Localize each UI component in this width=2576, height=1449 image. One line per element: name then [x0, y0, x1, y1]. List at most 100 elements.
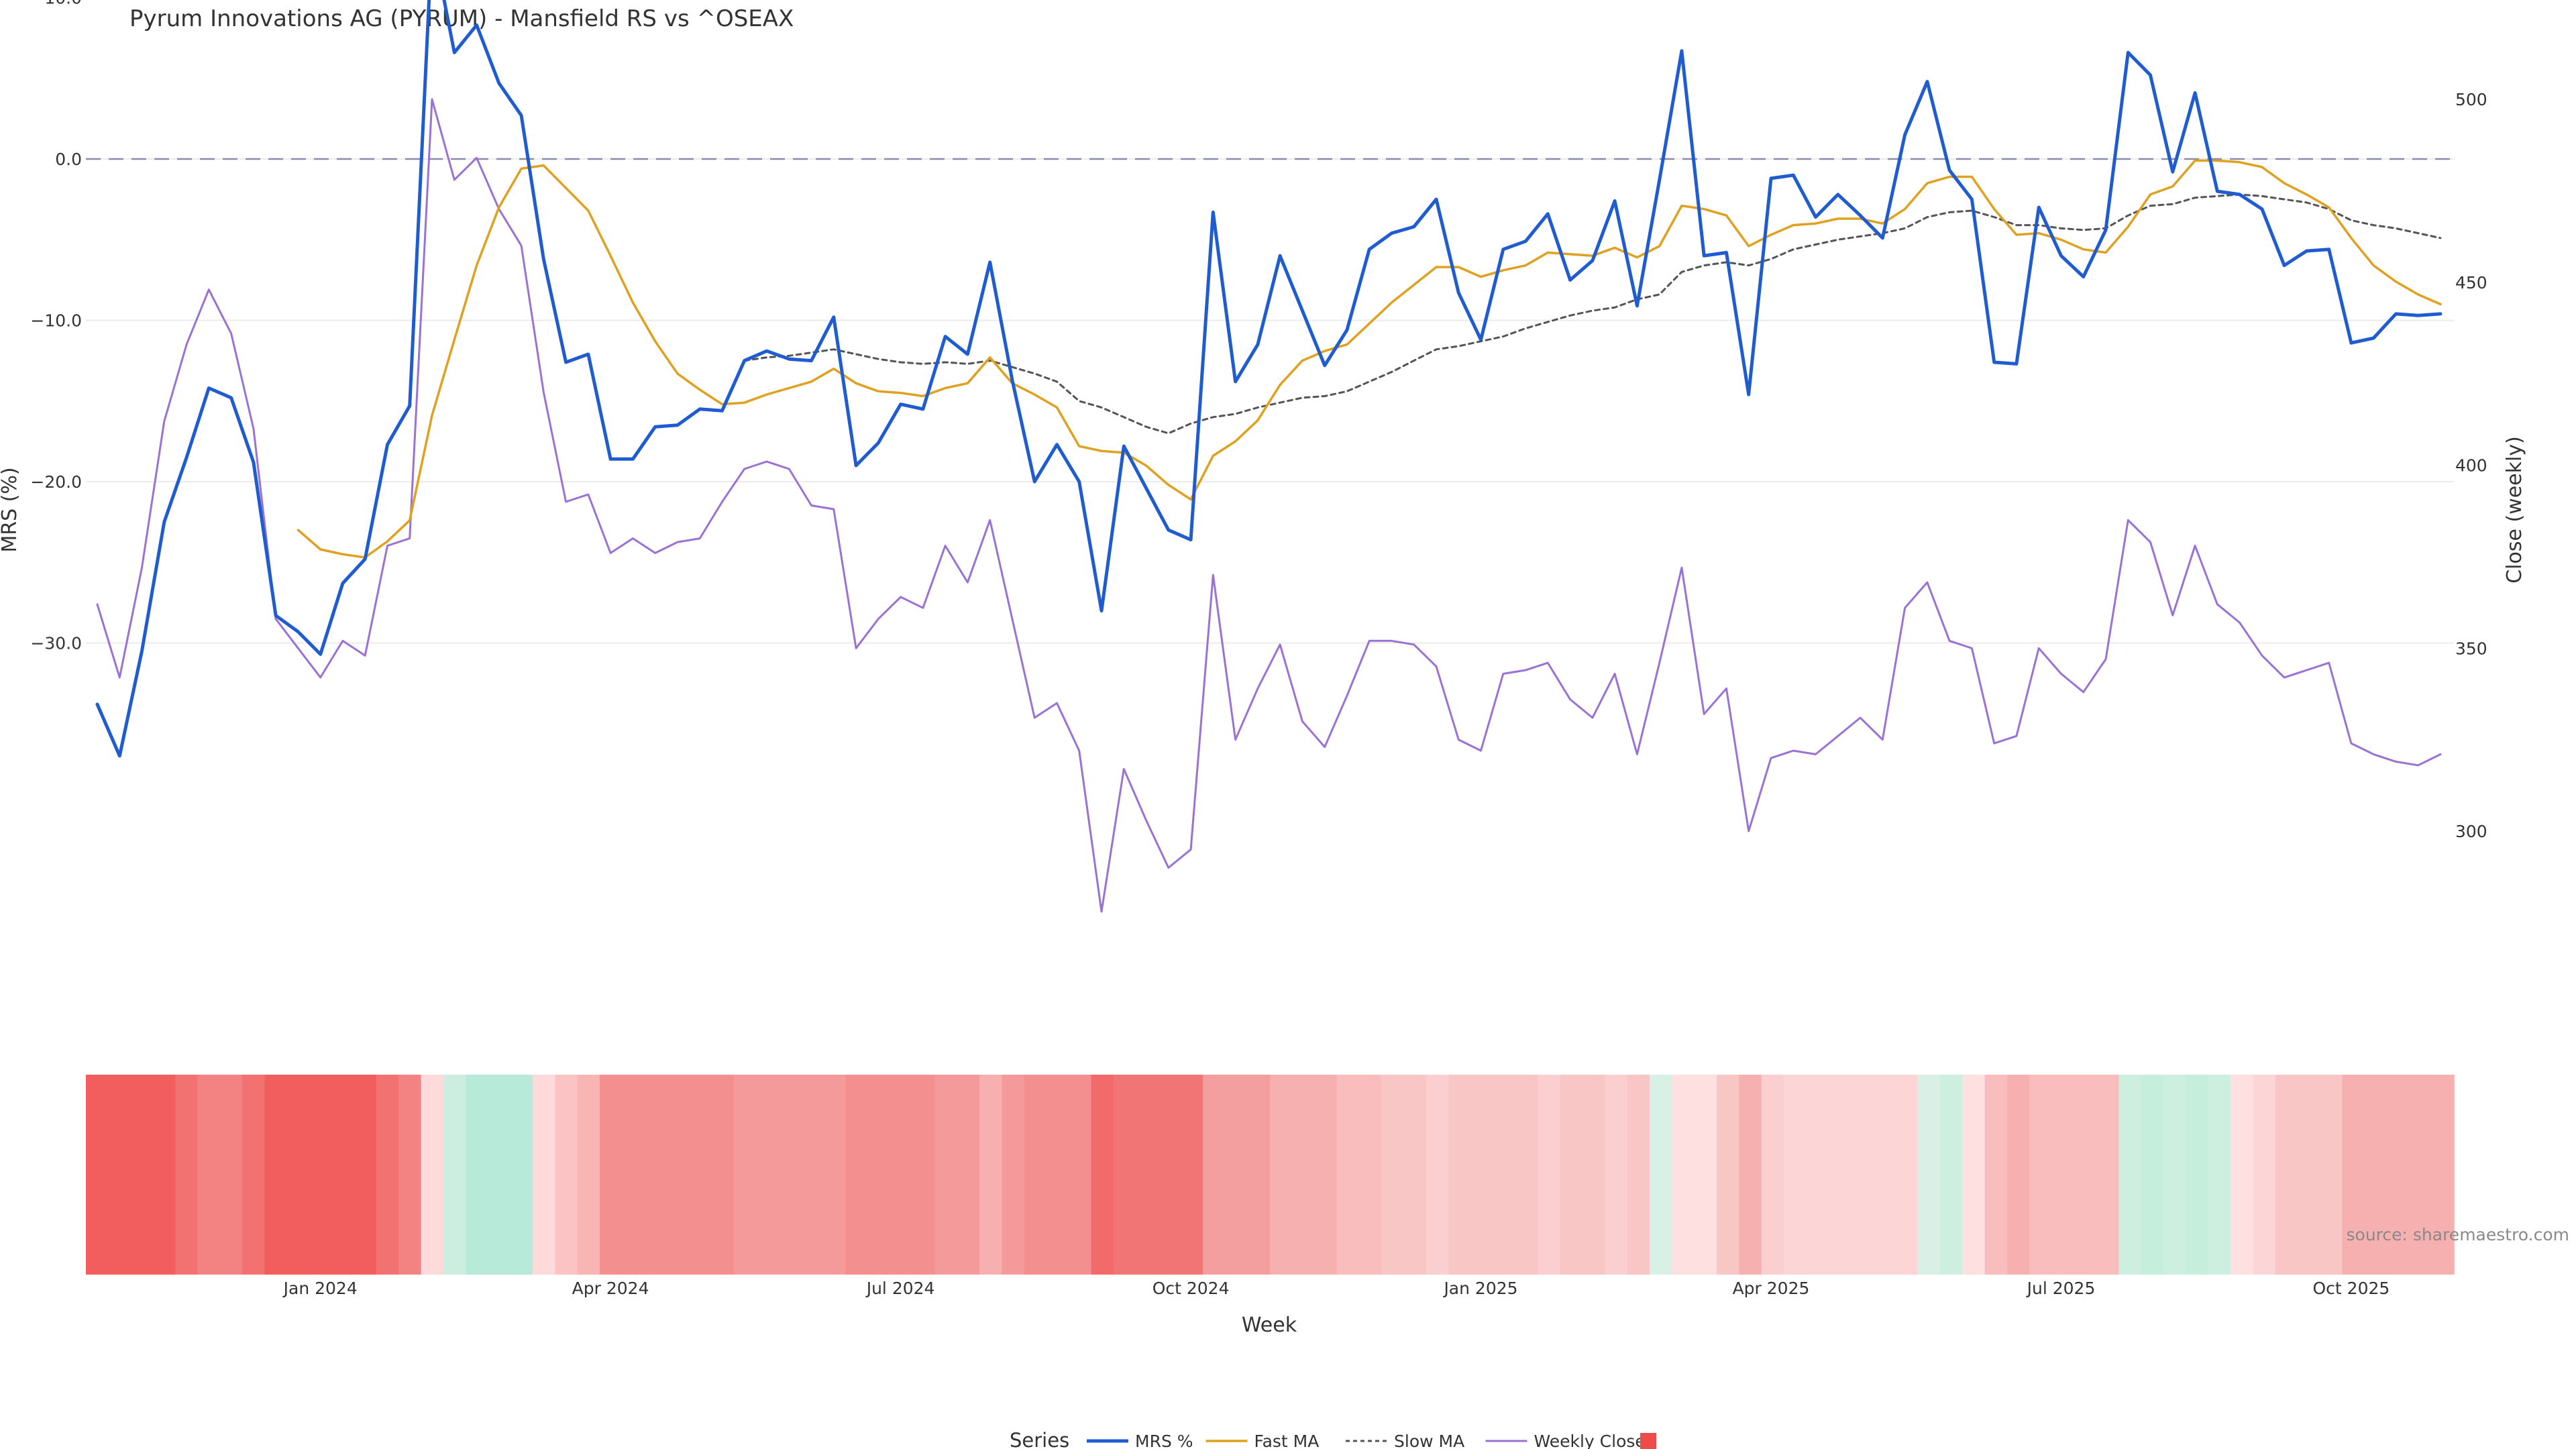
strip-cell — [822, 1075, 847, 1275]
strip-cell — [1448, 1075, 1472, 1275]
strip-cell — [130, 1075, 154, 1275]
strip-cell — [242, 1075, 266, 1275]
strip-cell — [800, 1075, 824, 1275]
strip-cell — [1783, 1075, 1807, 1275]
strip-cell — [533, 1075, 556, 1275]
strip-cell — [2208, 1075, 2231, 1275]
strip-cell — [689, 1075, 712, 1275]
strip-cell — [1761, 1075, 1784, 1275]
strip-cell — [286, 1075, 310, 1275]
right-axis-ticks: 500 450 400 350 300 — [2455, 90, 2487, 841]
strip-cell — [733, 1075, 757, 1275]
legend-weekly-close-label: Weekly Close — [1534, 1432, 1646, 1449]
y-axis-left-label: MRS (%) — [0, 467, 21, 552]
strip-cell — [466, 1075, 489, 1275]
y-left-tick-label: −30.0 — [30, 634, 82, 653]
strip-cell — [666, 1075, 690, 1275]
y-right-tick-label: 400 — [2455, 456, 2487, 476]
strip-cell — [1694, 1075, 1717, 1275]
strip-cell — [867, 1075, 891, 1275]
strip-cell — [1806, 1075, 1829, 1275]
strip-cell — [1672, 1075, 1695, 1275]
strip-cell — [2074, 1075, 2097, 1275]
strip-cell — [152, 1075, 176, 1275]
strip-cell — [979, 1075, 1003, 1275]
strip-cell — [1895, 1075, 1919, 1275]
strip-cell — [2297, 1075, 2320, 1275]
strip-cell — [2275, 1075, 2298, 1275]
strip-cell — [1560, 1075, 1584, 1275]
strip-cell — [890, 1075, 913, 1275]
strip-cell — [1046, 1075, 1070, 1275]
strip-cell — [1538, 1075, 1561, 1275]
y-right-tick-label: 350 — [2455, 639, 2487, 658]
strip-cell — [1002, 1075, 1025, 1275]
legend-items: MRS % Fast MA Slow MA Weekly Close — [1087, 1432, 1656, 1449]
strip-cell — [1336, 1075, 1360, 1275]
strip-cell — [1828, 1075, 1851, 1275]
strip-cell — [354, 1075, 377, 1275]
x-tick-label: Oct 2025 — [2313, 1279, 2390, 1298]
strip-cell — [1426, 1075, 1450, 1275]
strip-cell — [2431, 1075, 2455, 1275]
strip-cell — [778, 1075, 802, 1275]
strip-cell — [1180, 1075, 1203, 1275]
strip-cell — [1917, 1075, 1941, 1275]
x-axis-ticks: Jan 2024 Apr 2024 Jul 2024 Oct 2024 Jan 2025… — [282, 1279, 2390, 1298]
strip-cell — [1470, 1075, 1494, 1275]
y-right-tick-label: 500 — [2455, 90, 2487, 109]
strip-cell — [1069, 1075, 1092, 1275]
strip-cell — [599, 1075, 623, 1275]
x-tick-label: Jan 2025 — [1442, 1279, 1517, 1298]
strip-cell — [2029, 1075, 2053, 1275]
x-tick-label: Apr 2025 — [1733, 1279, 1810, 1298]
legend-mrs-label: MRS % — [1135, 1432, 1193, 1449]
strip-cell — [1292, 1075, 1316, 1275]
strip-cell — [376, 1075, 400, 1275]
strip-cell — [2253, 1075, 2276, 1275]
series-lines — [95, 0, 2443, 913]
strip-cell — [175, 1075, 199, 1275]
source-note: source: sharemaestro.com — [2347, 1225, 2570, 1244]
strip-cell — [2230, 1075, 2254, 1275]
legend-fast-ma-label: Fast MA — [1254, 1432, 1320, 1449]
strip-cell — [1381, 1075, 1405, 1275]
strip-cell — [1158, 1075, 1181, 1275]
x-tick-label: Jan 2024 — [282, 1279, 358, 1298]
strip-cell — [421, 1075, 444, 1275]
strip-cell — [622, 1075, 645, 1275]
strip-cell — [1873, 1075, 1896, 1275]
strip-cell — [443, 1075, 466, 1275]
left-axis-ticks: 10.0 0.0 −10.0 −20.0 −30.0 — [30, 0, 82, 653]
slow-ma-line — [743, 193, 2442, 435]
strip-cell — [934, 1075, 958, 1275]
strip-cell — [1739, 1075, 1762, 1275]
weekly-close-line — [96, 98, 2442, 913]
strip-cell — [1940, 1075, 1964, 1275]
strip-cell — [331, 1075, 355, 1275]
strip-cell — [1091, 1075, 1114, 1275]
strip-cell — [1247, 1075, 1271, 1275]
strip-cell — [219, 1075, 243, 1275]
strip-cell — [577, 1075, 600, 1275]
strip-cell — [2163, 1075, 2187, 1275]
fast-ma-line — [297, 159, 2442, 559]
strip-cell — [309, 1075, 333, 1275]
strip-cell — [1113, 1075, 1136, 1275]
strip-cell — [1962, 1075, 1986, 1275]
strip-cell — [1024, 1075, 1047, 1275]
strip-cell — [957, 1075, 980, 1275]
strip-cell — [555, 1075, 578, 1275]
y-left-tick-label: 10.0 — [44, 0, 82, 8]
strip-cell — [1314, 1075, 1338, 1275]
x-tick-label: Jul 2024 — [865, 1279, 935, 1298]
legend[interactable]: Series MRS % Fast MA Slow MA Weekly Close — [1010, 1429, 1656, 1449]
y-right-tick-label: 450 — [2455, 273, 2487, 292]
mrs-line — [95, 0, 2443, 758]
legend-strip-swatch — [1640, 1433, 1656, 1449]
y-left-tick-label: 0.0 — [55, 150, 82, 169]
strip-cell — [1203, 1075, 1226, 1275]
mrs-heat-strip — [86, 1075, 2455, 1275]
strip-cell — [1515, 1075, 1539, 1275]
